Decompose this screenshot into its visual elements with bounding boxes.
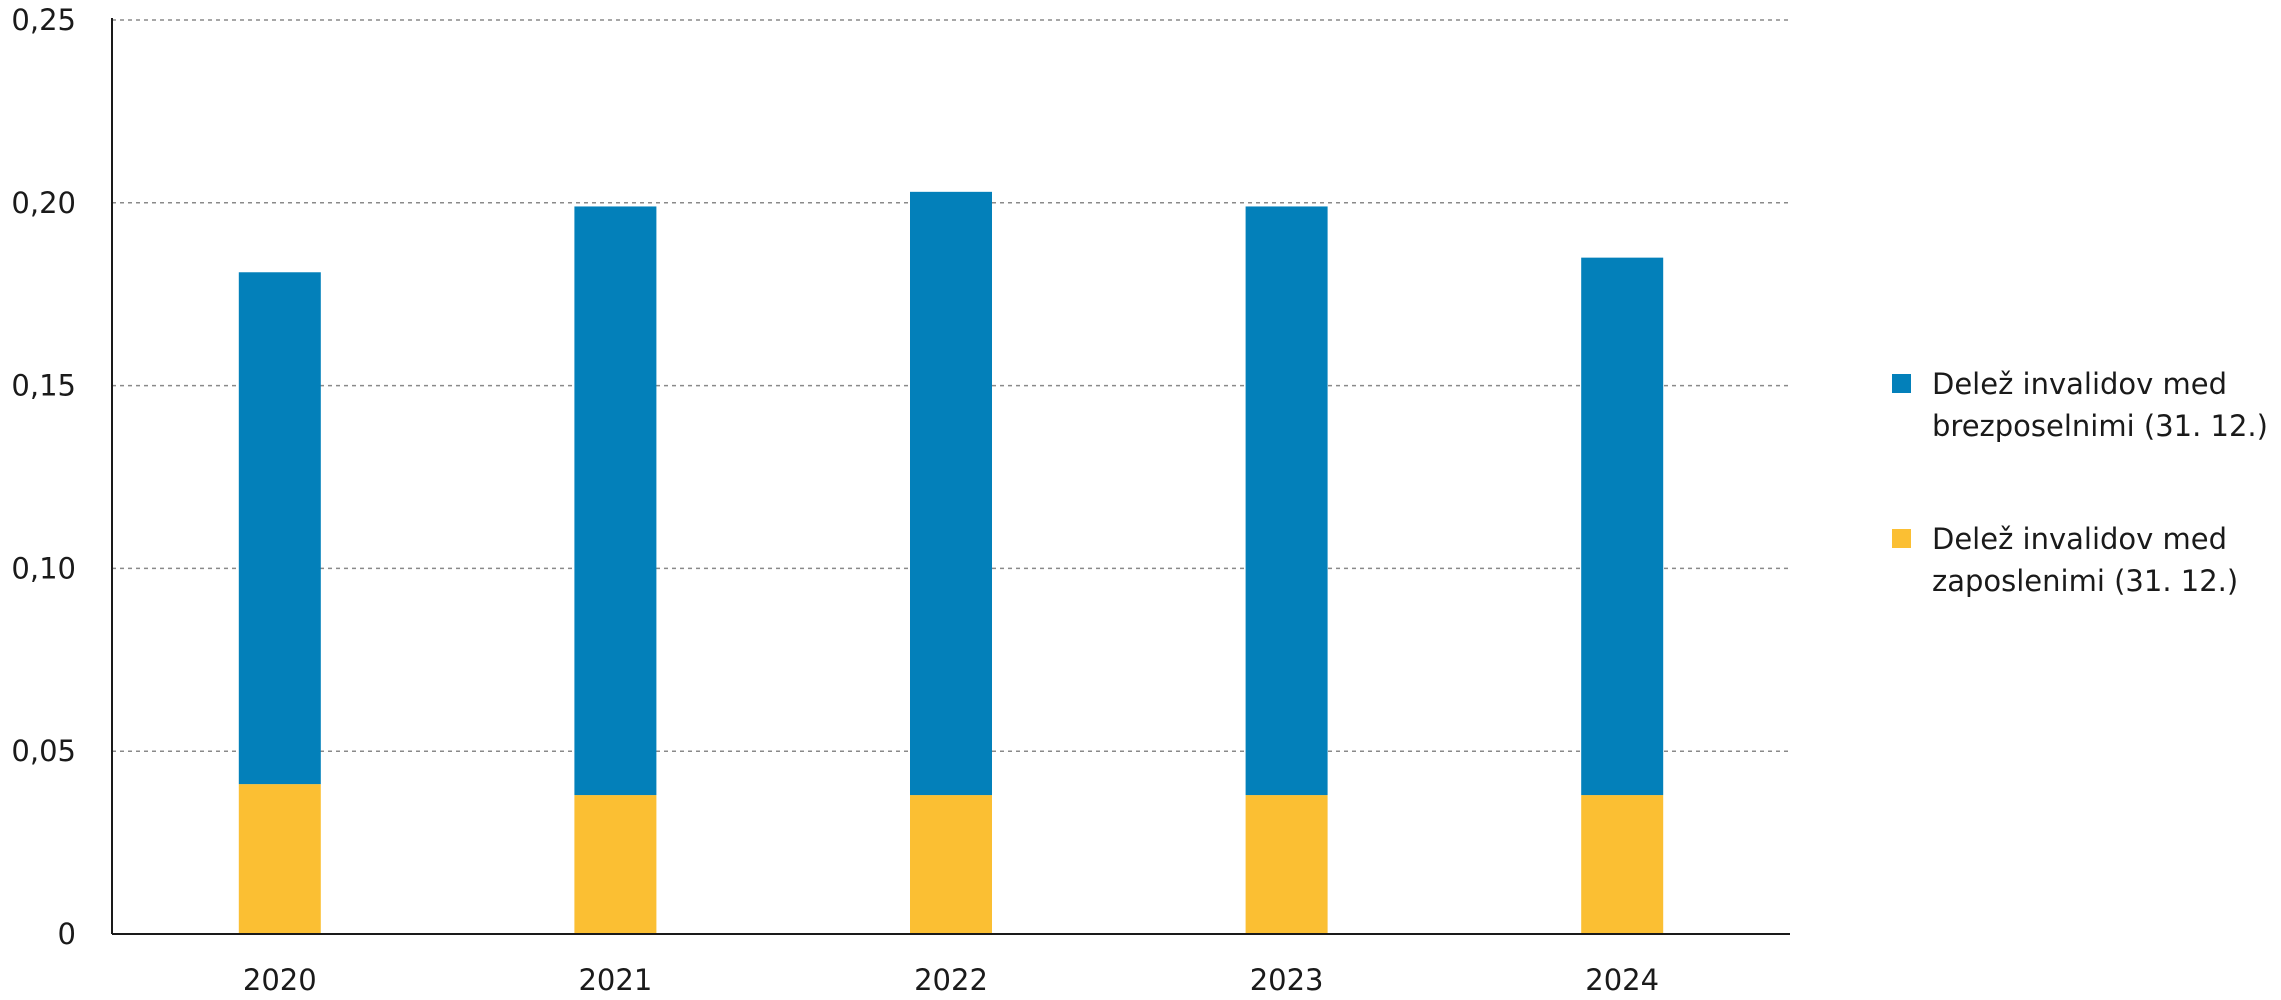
legend-label: Delež invalidov med zaposlenimi (31. 12.) <box>1932 522 2238 598</box>
bar-segment-unemployed <box>1581 257 1664 796</box>
legend-swatch <box>1892 374 1911 393</box>
bar-segment-employed <box>574 795 657 934</box>
x-tick-labels: 2020 2021 2022 2023 2024 <box>243 963 1659 997</box>
legend-item: Delež invalidov med zaposlenimi (31. 12.) <box>1892 522 2238 598</box>
y-tick-label: 0,20 <box>11 186 76 220</box>
x-tick-label: 2024 <box>1585 963 1659 997</box>
legend-label: Delež invalidov med brezposelnimi (31. 12… <box>1932 367 2268 443</box>
axes <box>111 18 1790 935</box>
legend: Delež invalidov med brezposelnimi (31. 12… <box>1892 367 2268 598</box>
y-tick-label: 0 <box>58 917 76 951</box>
x-tick-label: 2020 <box>243 963 317 997</box>
bar-segment-employed <box>1581 795 1664 934</box>
legend-item: Delež invalidov med brezposelnimi (31. 12… <box>1892 367 2268 443</box>
y-tick-label: 0,10 <box>11 551 76 585</box>
x-tick-label: 2023 <box>1250 963 1324 997</box>
bars <box>238 191 1664 934</box>
y-tick-label: 0,15 <box>11 369 76 403</box>
bar-segment-unemployed <box>910 191 992 796</box>
x-tick-label: 2021 <box>578 963 652 997</box>
bar-segment-employed <box>1245 795 1328 934</box>
y-tick-label: 0,25 <box>11 3 76 37</box>
bar-segment-employed <box>238 784 321 934</box>
x-tick-label: 2022 <box>914 963 988 997</box>
legend-swatch <box>1892 529 1911 548</box>
bar-segment-unemployed <box>1245 206 1328 796</box>
y-tick-label: 0,05 <box>11 734 76 768</box>
bar-segment-employed <box>910 795 992 934</box>
bar-segment-unemployed <box>238 272 321 785</box>
y-tick-labels: 0 0,05 0,10 0,15 0,20 0,25 <box>11 3 76 951</box>
bar-segment-unemployed <box>574 206 657 796</box>
